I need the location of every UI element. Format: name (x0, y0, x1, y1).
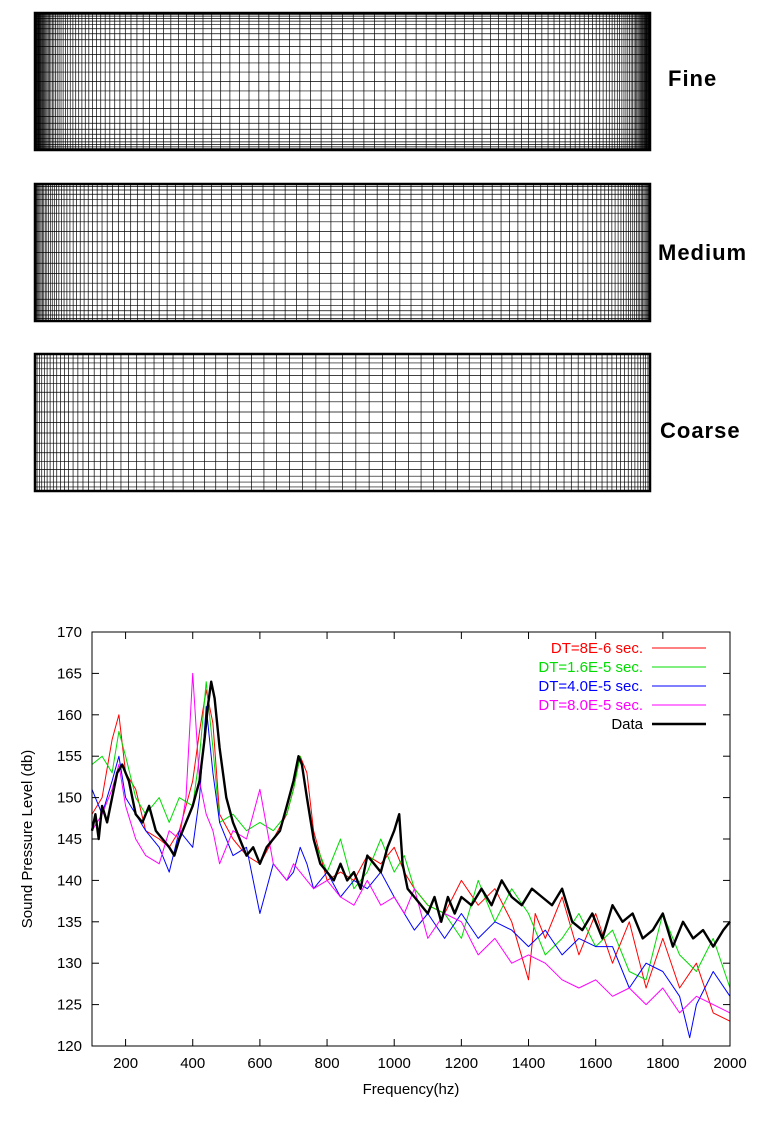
legend-label: DT=8E-6 sec. (551, 640, 643, 657)
x-tick-label: 200 (113, 1055, 138, 1072)
legend-label: Data (611, 716, 643, 733)
legend-label: DT=8.0E-5 sec. (538, 697, 643, 714)
legend: DT=8E-6 sec. DT=1.6E-5 sec. DT=4.0E-5 sec.… (538, 640, 706, 733)
mesh-label-medium: Medium (658, 240, 748, 265)
y-tick-label: 160 (57, 707, 82, 724)
mesh-medium (33, 182, 652, 323)
legend-label: DT=4.0E-5 sec. (538, 678, 643, 695)
y-axis-title: Sound Pressure Level (db) (19, 750, 36, 928)
legend-label: DT=1.6E-5 sec. (538, 659, 643, 676)
x-tick-label: 400 (180, 1055, 205, 1072)
series-line-3 (91, 672, 731, 1014)
series-line-1 (91, 681, 731, 989)
x-tick-label: 1400 (512, 1055, 545, 1072)
y-tick-label: 170 (57, 624, 82, 641)
y-tick-label: 155 (57, 748, 82, 765)
y-tick-label: 120 (57, 1038, 82, 1055)
x-tick-label: 800 (315, 1055, 340, 1072)
x-tick-label: 1000 (378, 1055, 411, 1072)
x-axis-title: Frequency(hz) (363, 1081, 460, 1098)
mesh-coarse (33, 352, 652, 493)
y-tick-label: 140 (57, 872, 82, 889)
y-tick-label: 165 (57, 665, 82, 682)
y-tick-label: 150 (57, 790, 82, 807)
x-tick-label: 600 (247, 1055, 272, 1072)
series-line-0 (91, 689, 731, 1022)
x-tick-label: 1600 (579, 1055, 612, 1072)
x-tick-label: 2000 (713, 1055, 746, 1072)
x-tick-label: 1800 (646, 1055, 679, 1072)
spectrum-chart: 200 400 600 800 1000 1200 1400 1600 1800 2000 120 1… (19, 624, 747, 1098)
y-tick-label: 125 (57, 997, 82, 1014)
y-tick-label: 135 (57, 914, 82, 931)
y-tick-label: 145 (57, 831, 82, 848)
mesh-label-coarse: Coarse (660, 418, 741, 443)
mesh-grids-figure (33, 11, 652, 493)
mesh-fine (33, 11, 652, 152)
series-line-4 (90, 680, 731, 948)
series-line-2 (91, 706, 731, 1039)
x-tick-label: 1200 (445, 1055, 478, 1072)
mesh-label-fine: Fine (668, 66, 718, 91)
y-tick-label: 130 (57, 955, 82, 972)
